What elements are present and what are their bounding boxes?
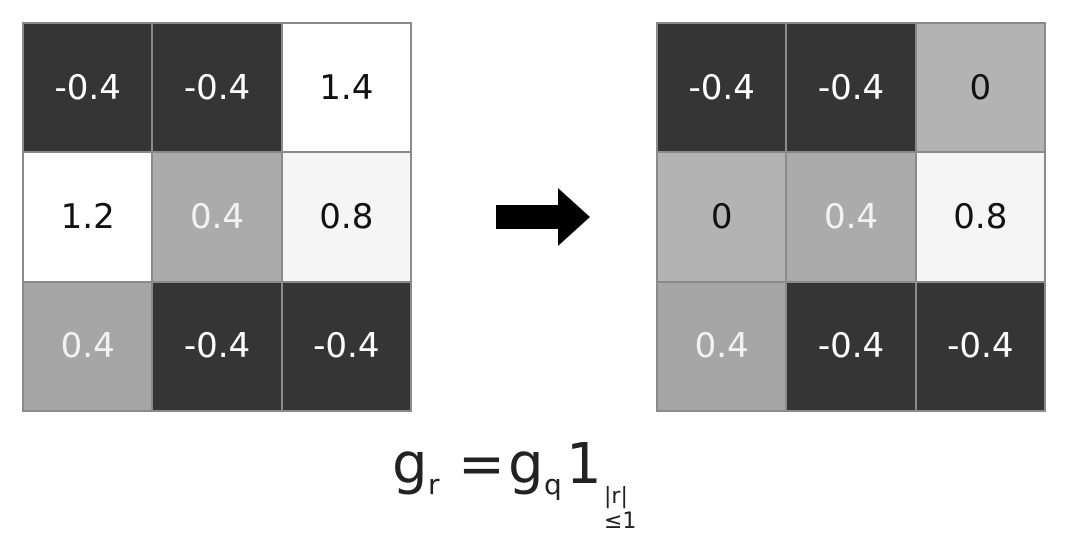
before-cell-r2c3: 0.8 xyxy=(281,152,411,282)
after-cell-r1c2: -0.4 xyxy=(786,23,916,153)
before-cell-r3c1: 0.4 xyxy=(23,281,153,411)
after-cell-r3c2: -0.4 xyxy=(786,281,916,411)
after-cell-r2c2: 0.4 xyxy=(786,152,916,282)
before-cell-r1c1: -0.4 xyxy=(23,23,153,153)
after-cell-r2c3: 0.8 xyxy=(915,152,1045,282)
before-cell-r2c1: 1.2 xyxy=(23,152,153,282)
formula-indicator: 1 xyxy=(566,432,602,497)
formula-g-q-base: g xyxy=(508,432,544,497)
right-arrow-icon xyxy=(496,188,590,246)
formula-g-r-sub: r xyxy=(428,468,440,501)
formula-g-q-sub: q xyxy=(544,468,562,501)
after-cell-r2c1: 0 xyxy=(657,152,787,282)
before-cell-r3c3: -0.4 xyxy=(281,281,411,411)
after-cell-r3c3: -0.4 xyxy=(915,281,1045,411)
after-grid: -0.4 -0.4 0 0 0.4 0.8 0.4 -0.4 -0.4 xyxy=(656,22,1046,412)
after-cell-r1c3: 0 xyxy=(915,23,1045,153)
after-cell-r3c1: 0.4 xyxy=(657,281,787,411)
formula-indicator-sub: |r|≤1 xyxy=(604,484,637,534)
formula-g-r-base: g xyxy=(392,432,428,497)
before-cell-r2c2: 0.4 xyxy=(152,152,282,282)
before-cell-r1c2: -0.4 xyxy=(152,23,282,153)
before-grid: -0.4 -0.4 1.4 1.2 0.4 0.8 0.4 -0.4 -0.4 xyxy=(22,22,412,412)
after-cell-r1c1: -0.4 xyxy=(657,23,787,153)
before-cell-r1c3: 1.4 xyxy=(281,23,411,153)
before-cell-r3c2: -0.4 xyxy=(152,281,282,411)
formula-equals: = xyxy=(458,432,505,497)
